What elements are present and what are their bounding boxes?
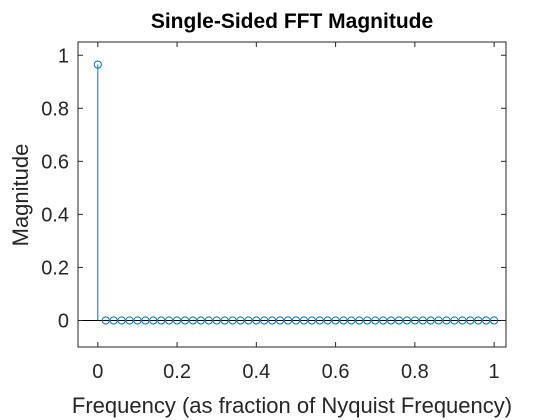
y-tick-label: 1 [58, 45, 69, 67]
stem-marker [490, 316, 499, 325]
x-tick-label: 0.8 [401, 361, 429, 383]
stem-marker [212, 316, 221, 325]
stem-marker [180, 316, 190, 325]
stem-marker [220, 316, 229, 325]
stem-marker [157, 316, 166, 325]
x-axis-ticks: 0 0.2 0.4 0.6 0.8 1 [92, 42, 500, 383]
stem-marker [307, 316, 316, 325]
stem-marker [402, 316, 412, 325]
stem-marker [386, 316, 396, 325]
stem-marker [323, 316, 332, 325]
x-tick-label: 0.6 [322, 361, 350, 383]
plot-area [78, 42, 506, 347]
stem-marker [482, 316, 491, 325]
x-tick-label: 1 [489, 361, 500, 383]
stem-marker [426, 316, 435, 325]
stem-marker [410, 316, 419, 325]
y-axis-ticks: 0 0.2 0.4 0.6 0.8 1 [41, 45, 506, 332]
stem-marker [125, 316, 134, 325]
stem-marker [172, 316, 182, 325]
stem-marker [474, 316, 483, 325]
stem-marker [379, 316, 388, 325]
y-tick-label: 0.8 [41, 98, 69, 120]
stem-marker [252, 316, 261, 325]
stem-marker [331, 316, 340, 325]
y-tick-label: 0.4 [41, 204, 69, 226]
stem-marker [283, 316, 293, 325]
stem-marker [141, 316, 150, 325]
stem-marker [394, 316, 404, 325]
stem-marker [418, 316, 427, 325]
stem-marker [299, 316, 308, 325]
stem-marker [260, 316, 269, 325]
stem-marker [434, 316, 443, 325]
stem-marker [196, 316, 205, 325]
plot-frame [77, 41, 507, 348]
stem-marker [236, 316, 245, 325]
stem-marker [450, 316, 459, 325]
x-tick-label: 0.2 [163, 361, 191, 383]
stem-marker [347, 316, 356, 325]
stem-marker [149, 316, 158, 325]
stem-marker [109, 316, 118, 325]
x-axis-label: Frequency (as fraction of Nyquist Freque… [72, 393, 512, 418]
stem-marker [244, 316, 253, 325]
stem-marker [458, 316, 467, 325]
stem-marker [466, 316, 475, 325]
x-tick-label: 0.4 [242, 361, 270, 383]
stem-marker [188, 316, 198, 325]
stem-marker [93, 60, 102, 69]
stem-marker [165, 316, 174, 325]
x-tick-label: 0 [92, 361, 103, 383]
stem-marker [355, 316, 364, 325]
y-tick-label: 0.6 [41, 151, 69, 173]
stem-marker [101, 316, 110, 325]
stem-marker [117, 316, 126, 325]
stem-marker [133, 316, 142, 325]
stem-marker [315, 316, 324, 325]
stem-marker [371, 316, 380, 325]
y-axis-label: Magnitude [8, 144, 33, 247]
stem-marker [363, 316, 372, 325]
stem-marker [268, 316, 277, 325]
stem-marker [276, 316, 285, 325]
stem-marker [228, 316, 237, 325]
stem-marker [291, 316, 301, 325]
markers-layer [93, 60, 499, 325]
stem-marker [339, 316, 348, 325]
stem-marker [204, 316, 213, 325]
y-tick-label: 0 [58, 310, 69, 332]
stem-marker [442, 316, 451, 325]
y-tick-label: 0.2 [41, 257, 69, 279]
chart-title: Single-Sided FFT Magnitude [151, 10, 433, 33]
